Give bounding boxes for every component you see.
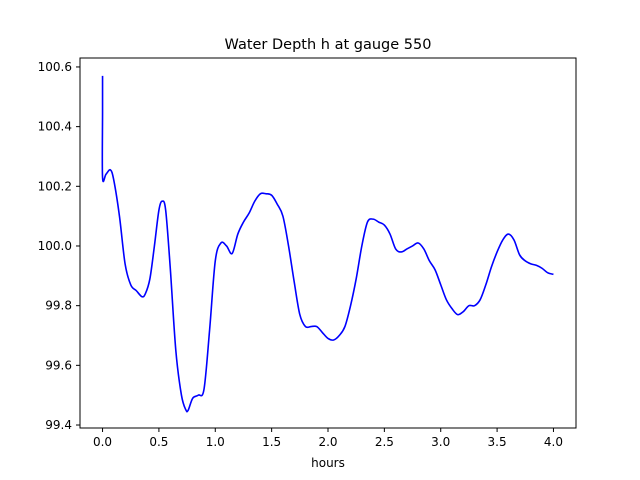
y-tick-label: 100.4 — [38, 120, 72, 134]
y-tick-label: 99.6 — [45, 358, 72, 372]
x-tick-label: 0.5 — [149, 435, 168, 449]
y-tick-label: 99.8 — [45, 299, 72, 313]
x-tick-label: 0.0 — [93, 435, 112, 449]
y-tick-label: 100.0 — [38, 239, 72, 253]
y-tick-label: 100.6 — [38, 60, 72, 74]
plot-area — [79, 57, 577, 429]
x-tick-label: 2.0 — [318, 435, 337, 449]
x-tick-label: 1.0 — [206, 435, 225, 449]
y-tick-label: 100.2 — [38, 179, 72, 193]
x-axis-label: hours — [311, 456, 345, 470]
y-tick-label: 99.4 — [45, 418, 72, 432]
x-tick-label: 4.0 — [544, 435, 563, 449]
x-axis-ticks: 0.0 0.5 1.0 1.5 2.0 2.5 3.0 3.5 4.0 — [93, 428, 563, 449]
y-axis-ticks: 99.4 99.6 99.8 100.0 100.2 100.4 100.6 — [38, 60, 80, 432]
x-tick-label: 1.5 — [262, 435, 281, 449]
series-line — [101, 75, 554, 413]
x-tick-label: 2.5 — [375, 435, 394, 449]
x-tick-label: 3.5 — [488, 435, 507, 449]
chart-title: Water Depth h at gauge 550 — [225, 37, 432, 53]
x-tick-label: 3.0 — [431, 435, 450, 449]
series-layer — [101, 75, 554, 413]
